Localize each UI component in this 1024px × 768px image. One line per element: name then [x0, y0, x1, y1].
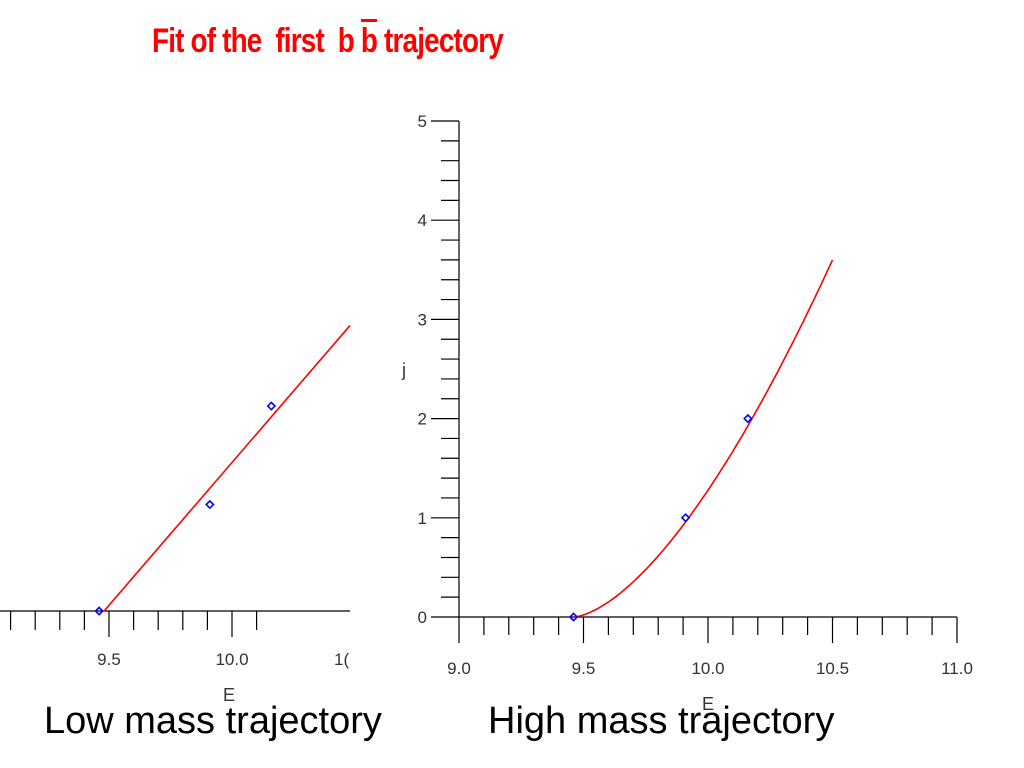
- x-tick-label: 10.5: [816, 659, 849, 678]
- title-prefix: Fit of the first b: [152, 22, 361, 60]
- title-suffix: trajectory: [377, 22, 504, 60]
- y-tick-label: 2: [418, 410, 427, 429]
- y-tick-label: 1: [418, 509, 427, 528]
- y-tick-label: 0: [418, 608, 427, 627]
- data-point: [94, 606, 104, 616]
- data-point: [680, 513, 691, 523]
- x-tick-label: 10.0: [691, 659, 724, 678]
- x-axis-title: E: [702, 694, 714, 714]
- low-mass-chart: 9.5 10.0 1( E: [0, 324, 351, 705]
- x-tick-label: 9.5: [572, 659, 596, 678]
- high-mass-chart: 9.0 9.5 10.0 10.5 11.0 0 1 2 3 4 5 Ej: [401, 112, 973, 714]
- data-point: [743, 413, 753, 424]
- caption-low-mass: Low mass trajectory: [44, 700, 382, 742]
- x-tick-label: 10.0: [215, 650, 248, 669]
- data-point: [568, 612, 579, 622]
- x-tick-label: 1(: [334, 650, 349, 669]
- data-point: [205, 499, 215, 510]
- x-axis-title: E: [223, 685, 235, 705]
- page-title: Fit of the first b b trajectory: [152, 22, 504, 61]
- y-tick-label: 3: [418, 310, 427, 329]
- fit-curve: [573, 259, 834, 618]
- x-tick-label: 9.0: [447, 659, 471, 678]
- data-point: [266, 401, 277, 411]
- y-tick-label: 5: [418, 112, 427, 131]
- caption-high-mass: High mass trajectory: [488, 700, 835, 742]
- y-axis-title: j: [401, 360, 406, 380]
- x-tick-label: 9.5: [97, 650, 121, 669]
- y-tick-label: 4: [418, 211, 427, 230]
- fit-line: [103, 324, 351, 612]
- x-tick-label: 11.0: [941, 659, 973, 678]
- title-overbar-b: b: [360, 22, 378, 60]
